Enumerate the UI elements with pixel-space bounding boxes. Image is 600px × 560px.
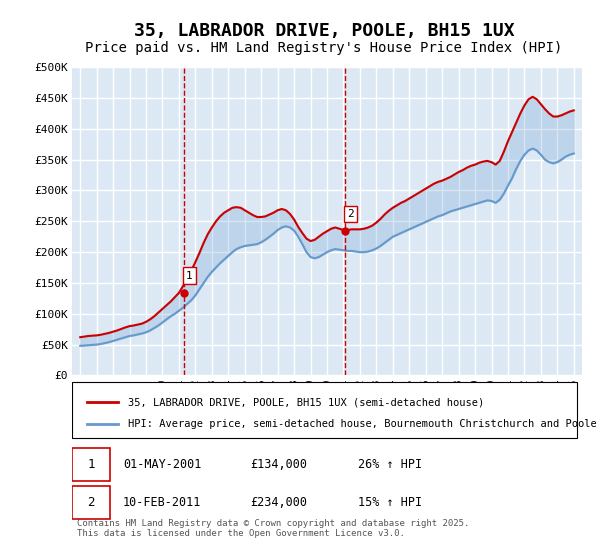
FancyBboxPatch shape xyxy=(72,382,577,438)
Text: 26% ↑ HPI: 26% ↑ HPI xyxy=(358,458,422,471)
Text: 2: 2 xyxy=(87,496,95,510)
Text: £234,000: £234,000 xyxy=(251,496,308,510)
Text: 35, LABRADOR DRIVE, POOLE, BH15 1UX (semi-detached house): 35, LABRADOR DRIVE, POOLE, BH15 1UX (sem… xyxy=(128,397,484,407)
FancyBboxPatch shape xyxy=(72,448,110,481)
Text: 35, LABRADOR DRIVE, POOLE, BH15 1UX: 35, LABRADOR DRIVE, POOLE, BH15 1UX xyxy=(134,22,514,40)
Text: 10-FEB-2011: 10-FEB-2011 xyxy=(123,496,202,510)
Text: 2: 2 xyxy=(347,209,354,219)
Text: 1: 1 xyxy=(87,458,95,471)
Text: Price paid vs. HM Land Registry's House Price Index (HPI): Price paid vs. HM Land Registry's House … xyxy=(85,41,563,55)
FancyBboxPatch shape xyxy=(72,487,110,519)
Text: £134,000: £134,000 xyxy=(251,458,308,471)
Text: HPI: Average price, semi-detached house, Bournemouth Christchurch and Poole: HPI: Average price, semi-detached house,… xyxy=(128,419,597,429)
Text: 1: 1 xyxy=(186,270,193,281)
Text: 01-MAY-2001: 01-MAY-2001 xyxy=(123,458,202,471)
Text: Contains HM Land Registry data © Crown copyright and database right 2025.
This d: Contains HM Land Registry data © Crown c… xyxy=(77,519,469,538)
Text: 15% ↑ HPI: 15% ↑ HPI xyxy=(358,496,422,510)
